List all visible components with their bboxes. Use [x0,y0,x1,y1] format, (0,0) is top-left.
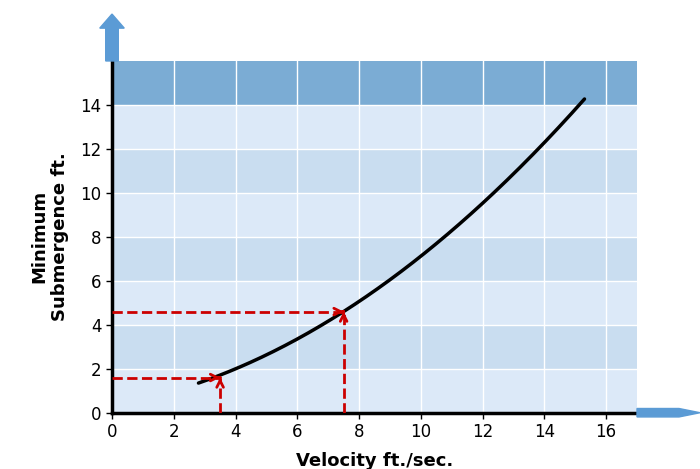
X-axis label: Velocity ft./sec.: Velocity ft./sec. [296,452,453,469]
Bar [112,237,637,281]
Bar [112,369,637,413]
Bar [112,281,637,325]
Bar [112,149,637,193]
Bar [112,61,637,105]
Bar [112,193,637,237]
Bar [112,105,637,149]
Y-axis label: Minimum
Submergence ft.: Minimum Submergence ft. [30,152,69,321]
Bar [112,325,637,369]
